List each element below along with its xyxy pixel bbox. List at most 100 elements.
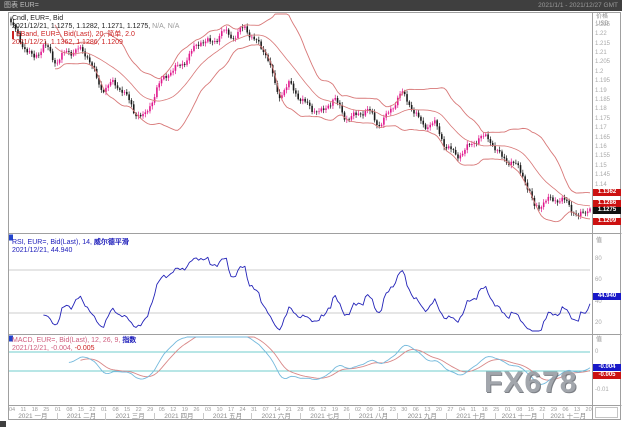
main-panel-legend[interactable]: Cndl, EUR=, Bid 2021/12/21, 1.1275, 1.12… [12,15,179,47]
price-tick-label: 1.22 [595,31,607,38]
price-axis-value-box: 1.1362 [593,189,621,196]
week-number: 11 [470,407,477,413]
week-number: 02 [355,407,362,413]
week-number: 31 [251,407,258,413]
price-axis-value-box: 1.1209 [593,218,621,225]
price-tick-label: 1.145 [595,172,611,179]
price-tick-label: 1.16 [595,143,607,150]
week-number: 27 [447,407,454,413]
week-number: 15 [124,407,131,413]
macd-matype-label: 指数 [122,337,137,344]
month-label: 2021 五月 [202,413,252,420]
week-number: 25 [43,407,50,413]
macd-panel-legend[interactable]: MACD, EUR=, Bid(Last), 12, 26, 9, 指数 202… [12,337,136,353]
month-label: 2021 八月 [348,413,398,420]
month-label: 2021 六月 [251,413,300,420]
time-axis-week-numbers: 04 11 18 25 01 08 15 22 01 08 15 22 29 05 12 19 26 03 10 17… [9,407,592,413]
week-number: 06 [562,407,569,413]
rsi-tick-label: 40 [595,298,602,305]
macd-axis-header: 值 [596,337,603,343]
price-tick-label: 1.215 [595,40,611,47]
week-number: 29 [147,407,154,413]
week-number: 19 [181,407,188,413]
rsi-tick-label: 80 [595,255,602,262]
week-number: 01 [54,407,61,413]
month-label: 2021 十二月 [543,413,592,420]
price-tick-label: 1.14 [595,181,607,188]
week-number: 05 [158,407,165,413]
price-axis-value-box: 1.1275 [593,207,621,214]
week-number: 04 [458,407,466,413]
bband-values: 2021/12/21, 1.1362, 1.1286, 1.1209 [12,39,123,46]
price-tick-label: 1.17 [595,125,607,132]
macd-signal-value: -0.005 [74,345,95,352]
rsi-series-label: RSI, EUR=, Bid(Last), 14, [12,239,92,246]
price-tick-label: 1.225 [595,21,611,28]
week-number: 11 [20,407,27,413]
month-label: 2021 三月 [105,413,154,420]
week-number: 18 [31,407,38,413]
fx678-watermark: FX678 [484,366,578,399]
week-number: 30 [401,407,408,413]
week-number: 08 [516,407,523,413]
week-number: 12 [320,407,327,413]
rsi-axis-header: 值 [596,238,603,244]
week-number: 01 [504,407,511,413]
price-tick-label: 1.155 [595,153,611,160]
week-number: 07 [262,407,269,413]
week-number: 06 [412,407,419,413]
month-label: 2021 七月 [300,413,349,420]
week-number: 15 [77,407,84,413]
week-number: 13 [573,407,581,413]
rsi-smoothing-label: 威尔德平滑 [93,239,129,246]
price-tick-label: 1.15 [595,162,607,169]
week-number: 29 [550,407,558,413]
price-tick-label: 1.19 [595,87,607,94]
week-number: 20 [435,407,442,413]
week-number: 18 [481,407,488,413]
rsi-tick-label: 20 [595,320,602,327]
week-number: 25 [493,407,500,413]
price-tick-label: 1.205 [595,59,611,66]
week-number: 17 [227,407,235,413]
price-tick-label: 1.185 [595,96,611,103]
price-tick-label: 1.195 [595,78,611,85]
week-number: 26 [193,407,200,413]
rsi-tick-label: 60 [595,277,602,284]
price-tick-label: 1.18 [595,106,607,113]
macd-tick-label: 0 [595,348,599,355]
week-number: 09 [366,407,373,413]
price-tick-label: 1.2 [595,68,604,75]
rsi-value: 2021/12/21, 44.940 [12,247,73,254]
week-number: 14 [274,407,281,413]
week-number: 08 [66,407,73,413]
month-label: 2021 九月 [397,413,446,420]
week-number: 23 [389,407,396,413]
week-number: 15 [527,407,534,413]
price-tick-label: 1.175 [595,115,611,122]
titlebar-date-range: 2021/1/1 - 2021/12/27 GMT [538,2,618,9]
window-title: 图表 EUR= [4,2,39,9]
price-axis-value-box: 1.1286 [593,200,621,207]
week-number: 22 [539,407,546,413]
price-tick-label: 1.21 [595,49,607,56]
rsi-panel-legend[interactable]: RSI, EUR=, Bid(Last), 14, 威尔德平滑 2021/12/… [12,239,129,255]
month-label: 2021 四月 [154,413,203,420]
price-tick-label: 1.165 [595,134,611,141]
price-axis-unit: USD [596,21,609,27]
price-axis-header: 价格 [596,14,609,20]
window-titlebar[interactable]: 图表 EUR= 2021/1/1 - 2021/12/27 GMT [0,0,622,11]
week-number: 24 [239,407,246,413]
macd-axis-value-box: -0.005 [593,371,621,379]
week-number: 10 [216,407,223,413]
time-axis-months[interactable]: 2021 一月 2021 二月 2021 三月 2021 四月 2021 五月 2021 … [9,413,592,420]
macd-series-label: MACD, EUR=, Bid(Last), 12, 26, 9, [12,337,121,344]
week-number: 20 [585,407,592,413]
month-label: 2021 十一月 [494,413,544,420]
macd-tick-label: -0.01 [595,386,609,393]
macd-axis-value-box: -0.004 [593,363,621,371]
week-number: 13 [424,407,431,413]
macd-value: 2021/12/21, -0.004, [12,345,73,352]
